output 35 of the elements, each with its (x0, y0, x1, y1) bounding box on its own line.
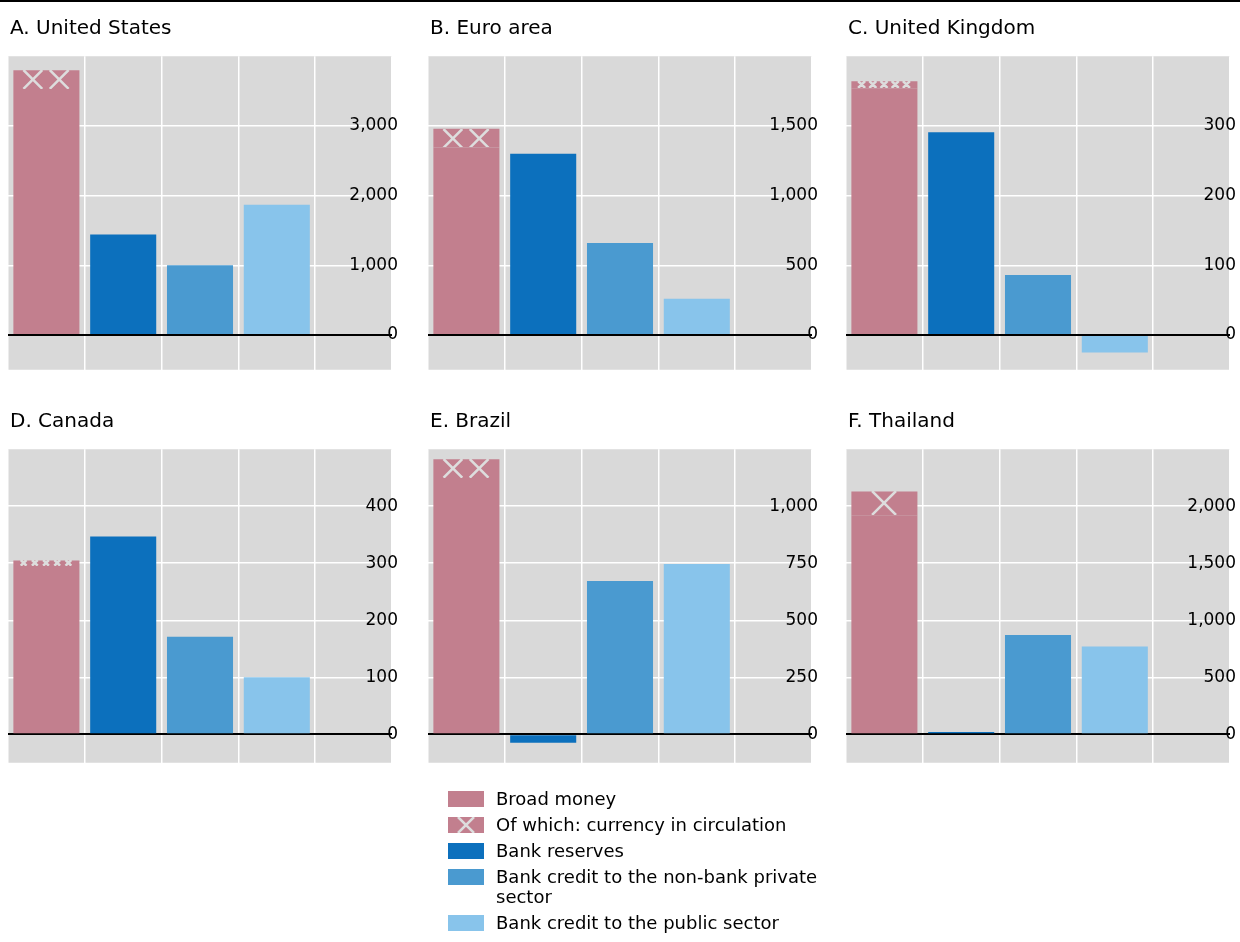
legend-label: Of which: currency in circulation (496, 814, 787, 835)
legend-label: Bank credit to the public sector (496, 912, 779, 933)
y-tick-label: 0 (1225, 323, 1236, 344)
y-tick-label: 500 (785, 608, 818, 629)
y-tick-label: 750 (785, 551, 818, 572)
y-tick-label: 300 (365, 551, 398, 572)
y-tick-label: 1,500 (769, 114, 818, 135)
legend-label: Bank reserves (496, 840, 624, 861)
y-tick-label: 500 (785, 253, 818, 274)
y-tick-label: 2,000 (349, 184, 398, 204)
y-tick-label: 100 (365, 665, 398, 686)
chart-title: F. Thailand (847, 407, 956, 433)
legend-label: Broad money (496, 788, 617, 809)
y-tick-label: 200 (1203, 184, 1236, 204)
chart-title: C. United Kingdom (847, 14, 1037, 40)
chart-title: D. Canada (9, 407, 116, 433)
y-tick-label: 1,500 (1187, 551, 1236, 572)
y-tick-label: 0 (387, 323, 398, 344)
y-tick-label: 1,000 (1187, 608, 1236, 629)
y-tick-label: 1,000 (349, 253, 398, 274)
chart-title: B. Euro area (429, 14, 554, 40)
chart-title: E. Brazil (429, 407, 513, 433)
chart-title: A. United States (9, 14, 173, 40)
y-tick-label: 1,000 (769, 494, 818, 515)
y-tick-label: 0 (807, 323, 818, 344)
y-tick-label: 500 (1203, 665, 1236, 686)
y-tick-label: 1,000 (769, 184, 818, 204)
y-tick-label: 2,000 (1187, 494, 1236, 515)
y-tick-label: 250 (785, 665, 818, 686)
y-tick-label: 300 (1203, 114, 1236, 135)
y-tick-label: 400 (365, 494, 398, 515)
legend-label: Bank credit to the non-bank private sector (496, 866, 819, 907)
y-tick-label: 200 (365, 608, 398, 629)
y-tick-label: 100 (1203, 253, 1236, 274)
y-tick-label: 3,000 (349, 114, 398, 135)
